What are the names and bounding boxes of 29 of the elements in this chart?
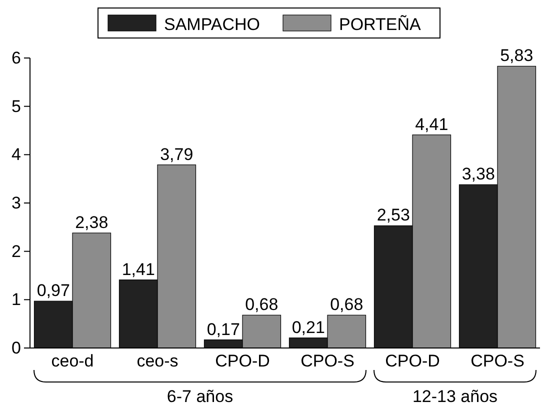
y-tick-label: 6 [12, 48, 21, 68]
x-tick-label: CPO-S [470, 351, 524, 370]
x-tick-label: ceo-s [136, 351, 178, 370]
data-label: 3,79 [160, 144, 194, 164]
legend-label: SAMPACHO [164, 15, 260, 34]
data-label: 5,83 [500, 46, 534, 66]
legend-label: PORTEÑA [339, 15, 422, 34]
data-label: 0,68 [245, 295, 278, 314]
y-tick-label: 0 [12, 338, 21, 358]
y-tick-label: 5 [12, 96, 21, 116]
y-tick-label: 1 [12, 290, 21, 310]
data-label: 1,41 [122, 260, 155, 279]
data-label: 4,41 [415, 114, 448, 134]
data-label: 0,97 [36, 281, 70, 300]
data-label: 2,38 [75, 212, 108, 232]
y-tick-label: 4 [12, 145, 21, 164]
x-tick-label: CPO-S [300, 351, 354, 370]
x-tick-label: ceo-d [51, 351, 94, 370]
x-tick-label: CPO-D [215, 351, 270, 370]
y-tick-label: 2 [12, 242, 21, 261]
y-tick-label: 3 [12, 193, 21, 212]
text: 12-13 años [412, 387, 498, 406]
data-label: 3,38 [462, 164, 495, 184]
text: 6-7 años [166, 387, 234, 406]
data-label: 0,68 [330, 295, 364, 314]
data-label: 0,17 [206, 320, 240, 339]
x-tick-label: CPO-D [385, 351, 440, 370]
data-label: 0,21 [292, 318, 325, 337]
data-label: 2,53 [376, 206, 410, 225]
